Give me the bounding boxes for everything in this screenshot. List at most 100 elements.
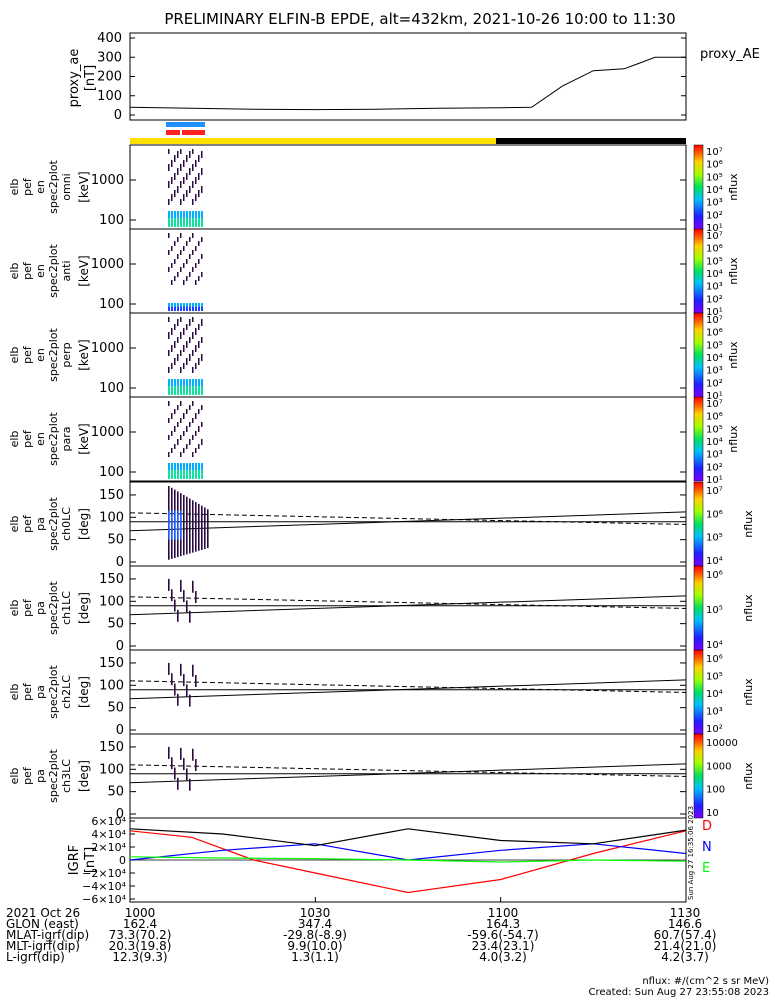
spec-pixel — [186, 211, 188, 219]
loss-cone-dashed — [129, 764, 687, 777]
spec-pixel — [180, 463, 182, 471]
colorbar-tick-label: 10² — [706, 210, 723, 221]
spec-pixel — [168, 267, 170, 272]
spec-pixel — [192, 435, 194, 440]
pa-panel-frame — [129, 649, 687, 735]
pa-pixel — [195, 591, 197, 604]
colorbar-tick-label: 10⁴ — [706, 437, 723, 448]
spec-pixel — [201, 337, 203, 342]
spec-pixel — [174, 426, 176, 431]
colorbar-label: nflux — [727, 425, 740, 453]
colorbar-tick-label: 10³ — [706, 366, 723, 377]
pa-pixel — [195, 759, 197, 772]
spec-pixel — [201, 186, 203, 191]
spec-pixel — [171, 431, 173, 436]
colorbar-tick-label: 10⁴ — [706, 640, 723, 651]
spec-pixel — [201, 386, 203, 395]
panel-yunit: [keV] — [77, 255, 91, 286]
spec-pixel — [183, 386, 185, 395]
pa-pixel — [171, 510, 173, 540]
spec-pixel — [174, 324, 176, 329]
spec-pixel — [180, 164, 182, 169]
pa-tick-label: 100 — [99, 510, 124, 525]
colorbar — [693, 396, 704, 482]
row-label: GLON (east) — [6, 917, 79, 931]
pa-solid-line — [129, 595, 687, 616]
spec-pixel — [174, 303, 176, 307]
spec-pixel — [195, 431, 197, 436]
spec-pixel — [171, 379, 173, 387]
spec-pixel — [174, 190, 176, 195]
row-value: 73.3(70.2) — [108, 928, 172, 942]
ae-line — [129, 56, 686, 111]
colorbar-tick-label: 10² — [706, 378, 723, 389]
pa-pixel — [177, 693, 179, 706]
spec-pixel — [189, 254, 191, 259]
spec-pixel — [177, 168, 179, 173]
spec-pixel — [177, 303, 179, 307]
spec-pixel — [198, 426, 200, 431]
ae-tick-label: 200 — [97, 70, 122, 85]
pa-pixel — [168, 510, 170, 540]
colorbar-tick-label: 10 — [706, 808, 719, 819]
spec-pixel — [192, 401, 194, 406]
spec-pixel — [183, 345, 185, 350]
panel-ylabel-line: spec2plot — [47, 749, 60, 803]
pa-pixel — [186, 684, 188, 697]
spec-pixel — [198, 358, 200, 363]
spec-pixel — [192, 463, 194, 471]
spec-pixel — [186, 306, 188, 311]
colorbar — [693, 144, 704, 230]
pa-pixel — [183, 758, 185, 771]
spec-pixel — [168, 386, 170, 395]
spec-pixel — [195, 306, 197, 311]
spec-pixel — [177, 211, 179, 219]
colorbar-tick-label: 10⁴ — [706, 353, 723, 364]
pa-pixel — [177, 777, 179, 790]
spec-pixel — [183, 194, 185, 199]
spec-pixel — [177, 306, 179, 311]
pa-solid-line — [129, 511, 687, 532]
pa-pixel — [174, 683, 176, 696]
spec-pixel — [168, 435, 170, 440]
panel-ylabel-line: pef — [21, 345, 34, 364]
row-value: 347.4 — [297, 917, 333, 931]
pa-pixel — [171, 757, 173, 770]
pa-pixel — [186, 496, 188, 555]
spec-pixel — [198, 276, 200, 281]
colorbar — [693, 649, 704, 735]
spec-pixel — [180, 386, 182, 395]
pa-pixel — [174, 510, 176, 540]
spec-pixel — [192, 332, 194, 337]
spec-pixel — [180, 199, 182, 204]
colorbar-tick-label: 10² — [706, 724, 723, 735]
spec-pixel — [201, 439, 203, 444]
spec-pixel — [180, 149, 182, 154]
panel-ylabel-line: pa — [34, 517, 47, 531]
spec-pixel — [174, 379, 176, 387]
row-value: 23.4(23.1) — [471, 939, 535, 953]
spec-pixel — [186, 276, 188, 281]
spec-pixel — [168, 463, 170, 471]
spec-pixel — [168, 218, 170, 227]
spec-pixel — [177, 237, 179, 242]
colorbar-tick-label: 10² — [706, 462, 723, 473]
spec-pixel — [177, 470, 179, 479]
spec-pixel — [186, 218, 188, 227]
spec-pixel — [168, 181, 170, 186]
spec-pixel — [174, 218, 176, 227]
spec-pixel — [177, 186, 179, 191]
row-value: 21.4(21.0) — [653, 939, 717, 953]
spec-pixel — [174, 155, 176, 160]
spec-pixel — [171, 306, 173, 311]
panel-yunit: [deg] — [77, 508, 91, 540]
spec-pixel — [192, 350, 194, 355]
spec-pixel — [168, 199, 170, 204]
spec-pixel — [195, 413, 197, 418]
spec-pixel — [195, 345, 197, 350]
colorbar — [693, 312, 704, 398]
row-label: MLT-igrf(dip) — [6, 939, 80, 953]
colorbar-tick-label: 10⁶ — [706, 654, 723, 665]
spec-pixel — [171, 303, 173, 307]
spec-pixel — [198, 190, 200, 195]
